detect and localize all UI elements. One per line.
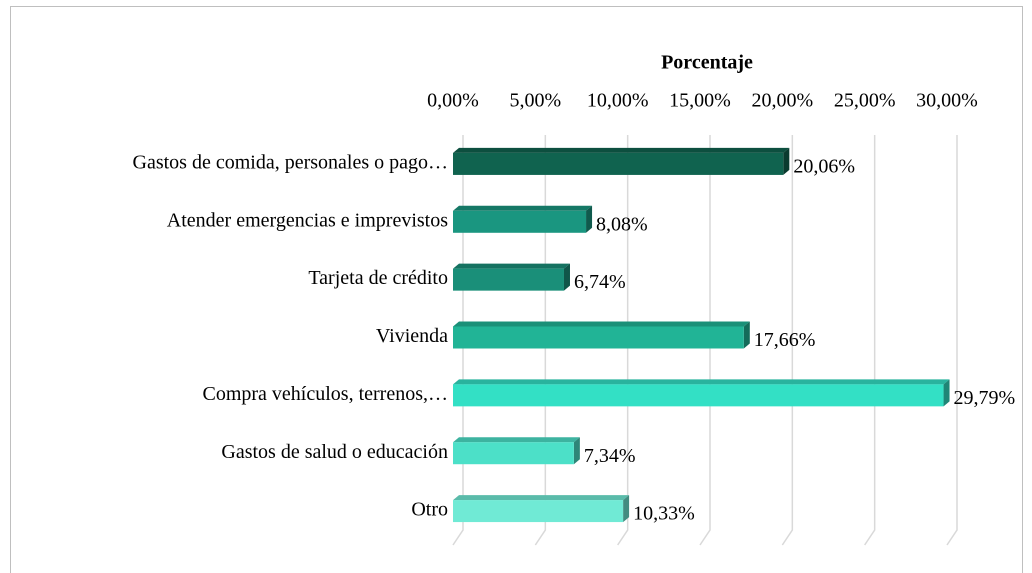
bar-side bbox=[743, 321, 750, 349]
bar-side bbox=[563, 263, 570, 291]
bar-side bbox=[623, 495, 630, 523]
x-tick-label: 25,00% bbox=[834, 90, 896, 112]
bar-side bbox=[573, 437, 580, 465]
bar-top bbox=[453, 379, 950, 385]
x-tick-label: 10,00% bbox=[587, 90, 649, 112]
value-label: 7,34% bbox=[584, 445, 636, 467]
value-label: 10,33% bbox=[633, 503, 695, 525]
bar-top bbox=[453, 147, 790, 153]
bar-side bbox=[943, 379, 950, 407]
x-tick-label: 20,00% bbox=[751, 90, 813, 112]
value-label: 8,08% bbox=[596, 213, 648, 235]
bar bbox=[453, 268, 564, 291]
grid-line bbox=[946, 135, 958, 546]
grid-line bbox=[864, 135, 876, 546]
y-tick-label: Vivienda bbox=[376, 325, 448, 347]
y-tick-label: Tarjeta de crédito bbox=[308, 267, 448, 289]
grid-line bbox=[617, 135, 629, 546]
bar bbox=[453, 152, 784, 175]
bar bbox=[453, 384, 944, 407]
y-tick-label: Gastos de comida, personales o pago… bbox=[133, 152, 448, 174]
bar-side bbox=[783, 147, 790, 175]
x-tick-label: 0,00% bbox=[427, 90, 479, 112]
y-tick-label: Compra vehículos, terrenos,… bbox=[203, 383, 449, 405]
y-tick-label: Otro bbox=[411, 499, 448, 521]
bar-top bbox=[453, 263, 570, 269]
y-tick-label: Atender emergencias e imprevistos bbox=[167, 209, 448, 231]
x-tick-label: 15,00% bbox=[669, 90, 731, 112]
x-tick-label: 30,00% bbox=[916, 90, 978, 112]
bar-top bbox=[453, 205, 593, 211]
y-tick-label: Gastos de salud o educación bbox=[221, 441, 448, 463]
grid-line bbox=[781, 135, 794, 546]
value-label: 17,66% bbox=[754, 329, 816, 351]
x-tick-label: 5,00% bbox=[509, 90, 561, 112]
axis-title: Porcentaje bbox=[661, 52, 753, 74]
grid-line bbox=[699, 135, 711, 546]
bar-top bbox=[453, 437, 580, 443]
bar bbox=[453, 326, 744, 349]
value-label: 29,79% bbox=[954, 387, 1016, 409]
bar-top bbox=[453, 495, 630, 501]
bar bbox=[453, 210, 587, 233]
bar-side bbox=[586, 205, 593, 233]
bar-top bbox=[453, 321, 750, 327]
value-label: 6,74% bbox=[574, 271, 626, 293]
bar bbox=[453, 500, 624, 523]
bar bbox=[453, 442, 574, 465]
value-label: 20,06% bbox=[793, 156, 855, 178]
